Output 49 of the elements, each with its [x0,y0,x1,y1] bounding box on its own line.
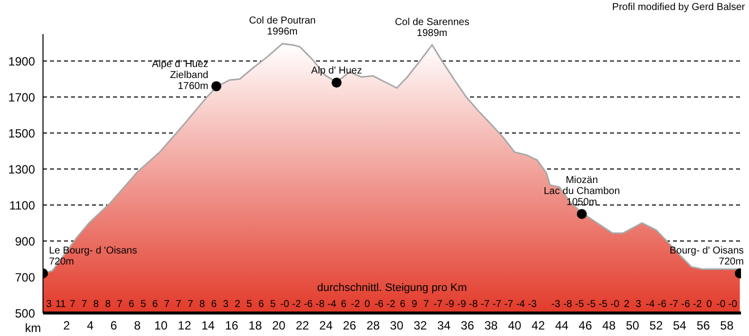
point [576,209,587,219]
y-tick-label: 500 [14,306,36,320]
y-tick-label: 1500 [8,126,36,140]
y-tick-label: 1300 [8,162,36,176]
x-tick-label: 38 [484,318,498,333]
chart-title: Profil modified by Gerd Balser [612,2,746,13]
x-tick-label: 56 [696,318,710,333]
x-tick-label: 30 [390,318,404,333]
x-tick-label: 22 [296,318,310,333]
x-tick-label: 14 [201,318,216,333]
x-tick-label: 52 [649,318,664,333]
x-tick-label: 54 [673,318,687,333]
x-tick-label: 4 [86,318,94,333]
annotation: Miozän Lac du Chambon 1050m [544,175,620,208]
x-tick-label: 42 [532,318,546,333]
x-tick-label: 32 [414,318,428,333]
x-tick-label: 12 [178,318,192,333]
y-tick-label: 700 [14,270,36,284]
annotation: Col de Poutran 1996m [248,16,316,38]
x-tick-label: 2 [63,318,70,333]
x-tick-label: 36 [460,318,474,333]
annotation: Col de Sarennes 1989m [394,16,470,39]
x-tick-label: 50 [626,318,640,333]
annotation: durchschnittl. Steigung pro Km [317,282,467,294]
x-tick-label: 26 [342,318,357,333]
annotation: Alpe d' Huez Zielband 1760m [152,59,208,92]
x-tick-label: 10 [154,318,168,333]
point [211,81,222,92]
x-tick-label: 8 [134,318,141,333]
x-tick-label: 28 [366,318,380,333]
y-tick-label: 900 [14,234,36,248]
x-axis-title: km [25,321,41,335]
y-tick-label: 1900 [8,54,36,68]
x-tick-label: 16 [224,318,239,333]
x-tick-label: 58 [720,318,734,333]
x-tick-label: 40 [508,318,522,333]
x-tick-label: 18 [248,318,262,333]
text: 3 11 7 7 8 8 7 6 5 6 7 7 7 8 6 3 2 5 6 5 -0 -2 -6 -8 -4 6 -2 0 -6 -2 6 9 7 -7 -9 -9 -8 -7 -7 -7 -4 -3 -3 -8 -5 -5 -5 -0 2 3 -4 -6 -7 -6 -2 0 -0 -0 [46,299,738,310]
x-tick-label: 46 [578,318,592,333]
x-tick-label: 20 [272,318,286,333]
x-tick-label: 48 [602,318,616,333]
x-tick-label: 34 [437,318,451,333]
x-tick-label: 6 [110,318,118,333]
y-tick-label: 1700 [8,90,36,104]
annotation: Alp d' Huez [311,66,362,77]
point [332,78,342,88]
y-tick-label: 1100 [9,198,36,212]
x-tick-label: 44 [555,318,569,333]
x-tick-label: 24 [319,318,333,333]
